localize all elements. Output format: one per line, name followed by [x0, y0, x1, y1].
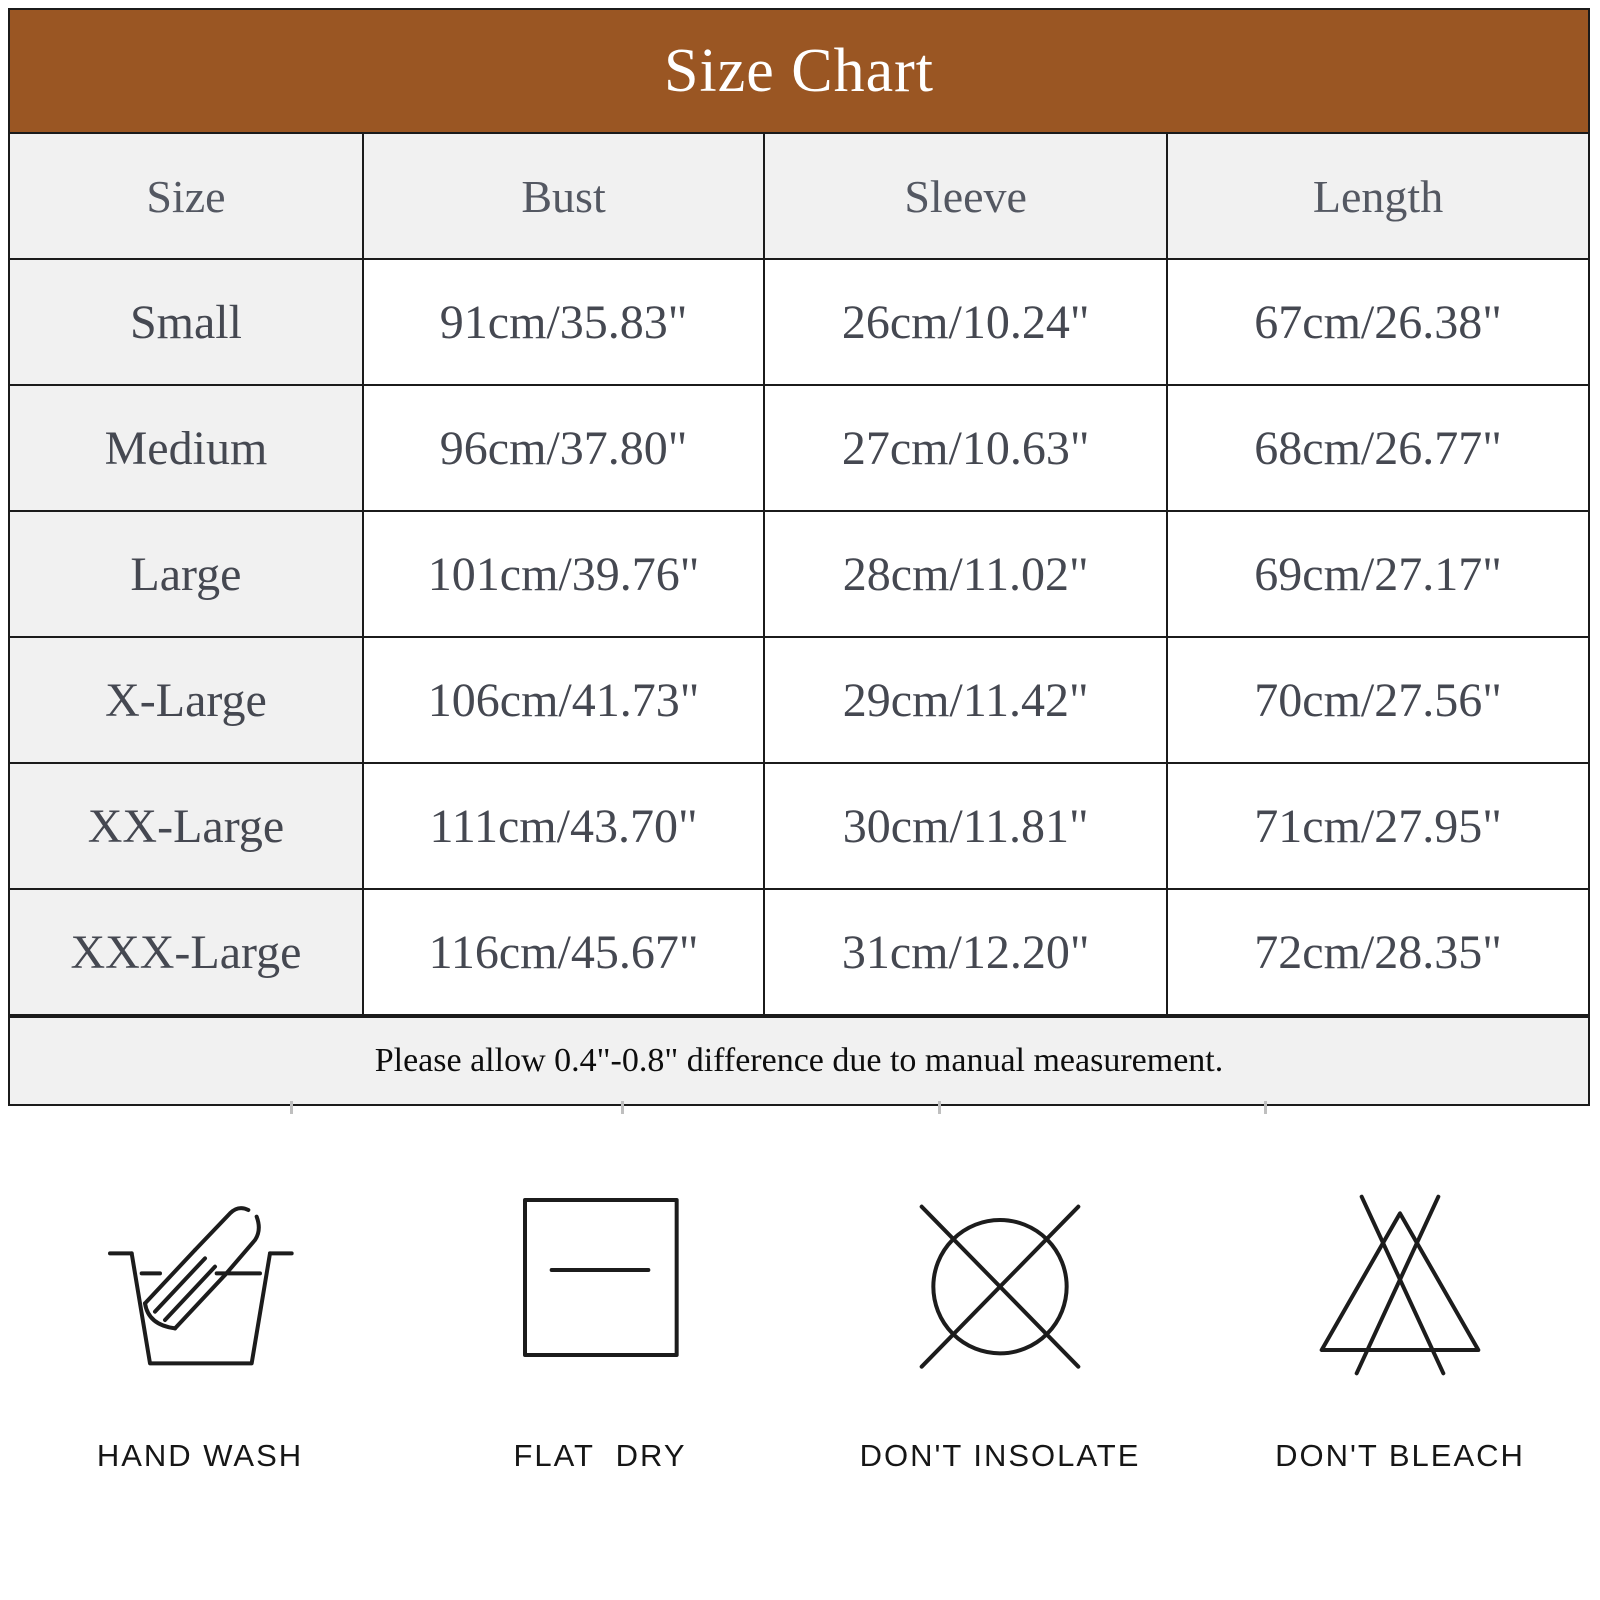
cropped-grid-tick [1264, 1101, 1267, 1114]
sleeve-value: 29cm/11.42" [763, 636, 1169, 764]
length-value: 70cm/27.56" [1166, 636, 1590, 764]
size-label: Large [8, 510, 364, 638]
length-value: 68cm/26.77" [1166, 384, 1590, 512]
size-chart: Size Chart Size Bust Sleeve Length Small… [8, 8, 1590, 1106]
size-label: Medium [8, 384, 364, 512]
length-value: 71cm/27.95" [1166, 762, 1590, 890]
note-row: Please allow 0.4"-0.8" difference due to… [8, 1014, 1590, 1106]
care-item-dont-insolate: DON'T INSOLATE [800, 1180, 1200, 1474]
table-row: XXX-Large 116cm/45.67" 31cm/12.20" 72cm/… [8, 888, 1590, 1017]
cropped-grid-tick [938, 1101, 941, 1114]
care-item-hand-wash: HAND WASH [0, 1180, 400, 1474]
bust-value: 101cm/39.76" [361, 510, 766, 638]
length-value: 69cm/27.17" [1166, 510, 1590, 638]
column-header-bust: Bust [361, 132, 766, 260]
column-header-sleeve: Sleeve [763, 132, 1169, 260]
table-row: Medium 96cm/37.80" 27cm/10.63" 68cm/26.7… [8, 384, 1590, 512]
cropped-grid-tick [621, 1101, 624, 1114]
care-instructions: HAND WASH FLAT DRY DON'T INSOLATE DON'T … [0, 1180, 1600, 1474]
table-row: Small 91cm/35.83" 26cm/10.24" 67cm/26.38… [8, 258, 1590, 386]
measurement-note: Please allow 0.4"-0.8" difference due to… [8, 1014, 1590, 1106]
sleeve-value: 28cm/11.02" [763, 510, 1169, 638]
size-label: X-Large [8, 636, 364, 764]
title-row: Size Chart [8, 8, 1590, 134]
dont-bleach-icon [1319, 1194, 1481, 1376]
care-item-flat-dry: FLAT DRY [400, 1180, 800, 1474]
cropped-grid-tick [290, 1101, 293, 1114]
hand-wash-icon [108, 1206, 294, 1366]
bust-value: 91cm/35.83" [361, 258, 766, 386]
length-value: 67cm/26.38" [1166, 258, 1590, 386]
care-label: HAND WASH [96, 1438, 304, 1473]
care-item-dont-bleach: DON'T BLEACH [1200, 1180, 1600, 1474]
sleeve-value: 26cm/10.24" [763, 258, 1169, 386]
table-row: XX-Large 111cm/43.70" 30cm/11.81" 71cm/2… [8, 762, 1590, 890]
bust-value: 116cm/45.67" [361, 888, 766, 1017]
dont-insolate-icon [919, 1204, 1081, 1369]
flat-dry-icon [523, 1198, 679, 1357]
care-label: DON'T BLEACH [1275, 1438, 1525, 1473]
column-header-length: Length [1166, 132, 1590, 260]
length-value: 72cm/28.35" [1166, 888, 1590, 1017]
table-row: Large 101cm/39.76" 28cm/11.02" 69cm/27.1… [8, 510, 1590, 638]
size-label: XX-Large [8, 762, 364, 890]
page-title: Size Chart [8, 8, 1590, 134]
table-row: X-Large 106cm/41.73" 29cm/11.42" 70cm/27… [8, 636, 1590, 764]
bust-value: 96cm/37.80" [361, 384, 766, 512]
column-header-row: Size Bust Sleeve Length [8, 132, 1590, 260]
sleeve-value: 30cm/11.81" [763, 762, 1169, 890]
size-chart-table: Size Chart Size Bust Sleeve Length Small… [8, 8, 1590, 1106]
column-header-size: Size [8, 132, 364, 260]
bust-value: 111cm/43.70" [361, 762, 766, 890]
size-label: XXX-Large [8, 888, 364, 1017]
sleeve-value: 31cm/12.20" [763, 888, 1169, 1017]
care-label: DON'T INSOLATE [859, 1438, 1141, 1473]
bust-value: 106cm/41.73" [361, 636, 766, 764]
sleeve-value: 27cm/10.63" [763, 384, 1169, 512]
care-label: FLAT DRY [513, 1438, 687, 1473]
size-label: Small [8, 258, 364, 386]
